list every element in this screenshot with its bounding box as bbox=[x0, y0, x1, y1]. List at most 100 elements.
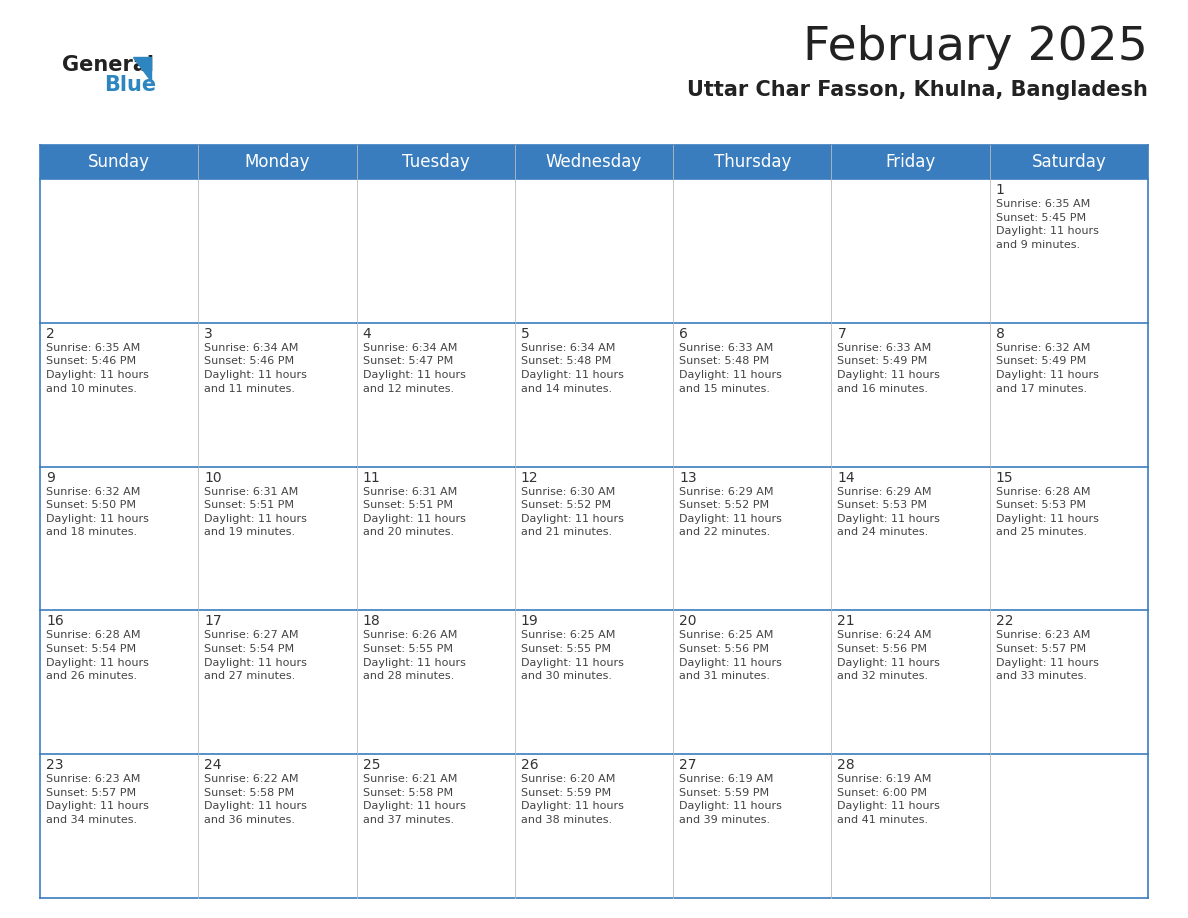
Text: Sunrise: 6:34 AM
Sunset: 5:46 PM
Daylight: 11 hours
and 11 minutes.: Sunrise: 6:34 AM Sunset: 5:46 PM Dayligh… bbox=[204, 342, 308, 394]
Text: 3: 3 bbox=[204, 327, 213, 341]
Bar bbox=[40, 145, 198, 179]
Text: Sunrise: 6:25 AM
Sunset: 5:55 PM
Daylight: 11 hours
and 30 minutes.: Sunrise: 6:25 AM Sunset: 5:55 PM Dayligh… bbox=[520, 631, 624, 681]
Text: Sunrise: 6:28 AM
Sunset: 5:54 PM
Daylight: 11 hours
and 26 minutes.: Sunrise: 6:28 AM Sunset: 5:54 PM Dayligh… bbox=[46, 631, 148, 681]
Bar bbox=[990, 610, 1148, 755]
Text: Sunrise: 6:21 AM
Sunset: 5:58 PM
Daylight: 11 hours
and 37 minutes.: Sunrise: 6:21 AM Sunset: 5:58 PM Dayligh… bbox=[362, 774, 466, 825]
Text: Sunrise: 6:24 AM
Sunset: 5:56 PM
Daylight: 11 hours
and 32 minutes.: Sunrise: 6:24 AM Sunset: 5:56 PM Dayligh… bbox=[838, 631, 941, 681]
Text: Sunrise: 6:25 AM
Sunset: 5:56 PM
Daylight: 11 hours
and 31 minutes.: Sunrise: 6:25 AM Sunset: 5:56 PM Dayligh… bbox=[680, 631, 782, 681]
Text: General: General bbox=[62, 55, 154, 75]
Polygon shape bbox=[133, 57, 151, 81]
Text: Tuesday: Tuesday bbox=[402, 153, 469, 171]
Bar bbox=[198, 145, 356, 179]
Text: 15: 15 bbox=[996, 471, 1013, 485]
Text: Saturday: Saturday bbox=[1031, 153, 1106, 171]
Text: 28: 28 bbox=[838, 758, 855, 772]
Text: Blue: Blue bbox=[105, 75, 156, 95]
Text: Sunrise: 6:19 AM
Sunset: 5:59 PM
Daylight: 11 hours
and 39 minutes.: Sunrise: 6:19 AM Sunset: 5:59 PM Dayligh… bbox=[680, 774, 782, 825]
Bar bbox=[356, 323, 514, 466]
Text: Sunrise: 6:27 AM
Sunset: 5:54 PM
Daylight: 11 hours
and 27 minutes.: Sunrise: 6:27 AM Sunset: 5:54 PM Dayligh… bbox=[204, 631, 308, 681]
Text: Sunrise: 6:26 AM
Sunset: 5:55 PM
Daylight: 11 hours
and 28 minutes.: Sunrise: 6:26 AM Sunset: 5:55 PM Dayligh… bbox=[362, 631, 466, 681]
Text: Sunrise: 6:22 AM
Sunset: 5:58 PM
Daylight: 11 hours
and 36 minutes.: Sunrise: 6:22 AM Sunset: 5:58 PM Dayligh… bbox=[204, 774, 308, 825]
Bar bbox=[674, 145, 832, 179]
Text: 23: 23 bbox=[46, 758, 63, 772]
Text: Sunrise: 6:23 AM
Sunset: 5:57 PM
Daylight: 11 hours
and 34 minutes.: Sunrise: 6:23 AM Sunset: 5:57 PM Dayligh… bbox=[46, 774, 148, 825]
Bar bbox=[514, 755, 674, 898]
Text: Thursday: Thursday bbox=[714, 153, 791, 171]
Bar bbox=[990, 179, 1148, 323]
Bar bbox=[832, 755, 990, 898]
Text: Uttar Char Fasson, Khulna, Bangladesh: Uttar Char Fasson, Khulna, Bangladesh bbox=[687, 80, 1148, 100]
Text: 5: 5 bbox=[520, 327, 530, 341]
Text: 2: 2 bbox=[46, 327, 55, 341]
Text: Sunrise: 6:29 AM
Sunset: 5:53 PM
Daylight: 11 hours
and 24 minutes.: Sunrise: 6:29 AM Sunset: 5:53 PM Dayligh… bbox=[838, 487, 941, 537]
Bar bbox=[514, 323, 674, 466]
Bar bbox=[198, 179, 356, 323]
Text: Sunrise: 6:30 AM
Sunset: 5:52 PM
Daylight: 11 hours
and 21 minutes.: Sunrise: 6:30 AM Sunset: 5:52 PM Dayligh… bbox=[520, 487, 624, 537]
Text: 6: 6 bbox=[680, 327, 688, 341]
Bar bbox=[514, 179, 674, 323]
Bar bbox=[990, 755, 1148, 898]
Text: Sunrise: 6:33 AM
Sunset: 5:49 PM
Daylight: 11 hours
and 16 minutes.: Sunrise: 6:33 AM Sunset: 5:49 PM Dayligh… bbox=[838, 342, 941, 394]
Bar bbox=[674, 323, 832, 466]
Bar bbox=[40, 323, 198, 466]
Bar bbox=[356, 466, 514, 610]
Bar bbox=[356, 755, 514, 898]
Bar bbox=[832, 323, 990, 466]
Text: 14: 14 bbox=[838, 471, 855, 485]
Text: 18: 18 bbox=[362, 614, 380, 629]
Text: Sunrise: 6:32 AM
Sunset: 5:50 PM
Daylight: 11 hours
and 18 minutes.: Sunrise: 6:32 AM Sunset: 5:50 PM Dayligh… bbox=[46, 487, 148, 537]
Bar bbox=[198, 610, 356, 755]
Text: 8: 8 bbox=[996, 327, 1005, 341]
Bar bbox=[356, 145, 514, 179]
Text: 21: 21 bbox=[838, 614, 855, 629]
Bar bbox=[514, 466, 674, 610]
Text: 19: 19 bbox=[520, 614, 538, 629]
Text: Sunday: Sunday bbox=[88, 153, 150, 171]
Bar bbox=[832, 145, 990, 179]
Bar bbox=[674, 610, 832, 755]
Bar bbox=[40, 755, 198, 898]
Bar bbox=[198, 755, 356, 898]
Text: 10: 10 bbox=[204, 471, 222, 485]
Text: 20: 20 bbox=[680, 614, 696, 629]
Text: Sunrise: 6:31 AM
Sunset: 5:51 PM
Daylight: 11 hours
and 20 minutes.: Sunrise: 6:31 AM Sunset: 5:51 PM Dayligh… bbox=[362, 487, 466, 537]
Text: 16: 16 bbox=[46, 614, 64, 629]
Text: February 2025: February 2025 bbox=[803, 25, 1148, 70]
Bar bbox=[674, 755, 832, 898]
Text: 7: 7 bbox=[838, 327, 846, 341]
Text: Sunrise: 6:32 AM
Sunset: 5:49 PM
Daylight: 11 hours
and 17 minutes.: Sunrise: 6:32 AM Sunset: 5:49 PM Dayligh… bbox=[996, 342, 1099, 394]
Text: Sunrise: 6:34 AM
Sunset: 5:48 PM
Daylight: 11 hours
and 14 minutes.: Sunrise: 6:34 AM Sunset: 5:48 PM Dayligh… bbox=[520, 342, 624, 394]
Text: 1: 1 bbox=[996, 183, 1005, 197]
Text: 13: 13 bbox=[680, 471, 697, 485]
Bar bbox=[40, 610, 198, 755]
Text: 4: 4 bbox=[362, 327, 372, 341]
Bar bbox=[674, 466, 832, 610]
Text: Sunrise: 6:28 AM
Sunset: 5:53 PM
Daylight: 11 hours
and 25 minutes.: Sunrise: 6:28 AM Sunset: 5:53 PM Dayligh… bbox=[996, 487, 1099, 537]
Text: Sunrise: 6:35 AM
Sunset: 5:45 PM
Daylight: 11 hours
and 9 minutes.: Sunrise: 6:35 AM Sunset: 5:45 PM Dayligh… bbox=[996, 199, 1099, 250]
Bar bbox=[40, 179, 198, 323]
Text: Sunrise: 6:33 AM
Sunset: 5:48 PM
Daylight: 11 hours
and 15 minutes.: Sunrise: 6:33 AM Sunset: 5:48 PM Dayligh… bbox=[680, 342, 782, 394]
Text: Sunrise: 6:19 AM
Sunset: 6:00 PM
Daylight: 11 hours
and 41 minutes.: Sunrise: 6:19 AM Sunset: 6:00 PM Dayligh… bbox=[838, 774, 941, 825]
Bar bbox=[674, 179, 832, 323]
Text: Sunrise: 6:20 AM
Sunset: 5:59 PM
Daylight: 11 hours
and 38 minutes.: Sunrise: 6:20 AM Sunset: 5:59 PM Dayligh… bbox=[520, 774, 624, 825]
Text: Sunrise: 6:31 AM
Sunset: 5:51 PM
Daylight: 11 hours
and 19 minutes.: Sunrise: 6:31 AM Sunset: 5:51 PM Dayligh… bbox=[204, 487, 308, 537]
Text: 22: 22 bbox=[996, 614, 1013, 629]
Text: 17: 17 bbox=[204, 614, 222, 629]
Text: Sunrise: 6:23 AM
Sunset: 5:57 PM
Daylight: 11 hours
and 33 minutes.: Sunrise: 6:23 AM Sunset: 5:57 PM Dayligh… bbox=[996, 631, 1099, 681]
Bar bbox=[514, 145, 674, 179]
Text: 25: 25 bbox=[362, 758, 380, 772]
Text: Monday: Monday bbox=[245, 153, 310, 171]
Text: Sunrise: 6:34 AM
Sunset: 5:47 PM
Daylight: 11 hours
and 12 minutes.: Sunrise: 6:34 AM Sunset: 5:47 PM Dayligh… bbox=[362, 342, 466, 394]
Text: Friday: Friday bbox=[885, 153, 936, 171]
Text: 11: 11 bbox=[362, 471, 380, 485]
Text: 27: 27 bbox=[680, 758, 696, 772]
Text: 26: 26 bbox=[520, 758, 538, 772]
Text: Sunrise: 6:29 AM
Sunset: 5:52 PM
Daylight: 11 hours
and 22 minutes.: Sunrise: 6:29 AM Sunset: 5:52 PM Dayligh… bbox=[680, 487, 782, 537]
Text: Sunrise: 6:35 AM
Sunset: 5:46 PM
Daylight: 11 hours
and 10 minutes.: Sunrise: 6:35 AM Sunset: 5:46 PM Dayligh… bbox=[46, 342, 148, 394]
Text: 9: 9 bbox=[46, 471, 55, 485]
Text: Wednesday: Wednesday bbox=[545, 153, 643, 171]
Bar bbox=[832, 610, 990, 755]
Bar bbox=[356, 179, 514, 323]
Bar bbox=[198, 323, 356, 466]
Bar bbox=[990, 145, 1148, 179]
